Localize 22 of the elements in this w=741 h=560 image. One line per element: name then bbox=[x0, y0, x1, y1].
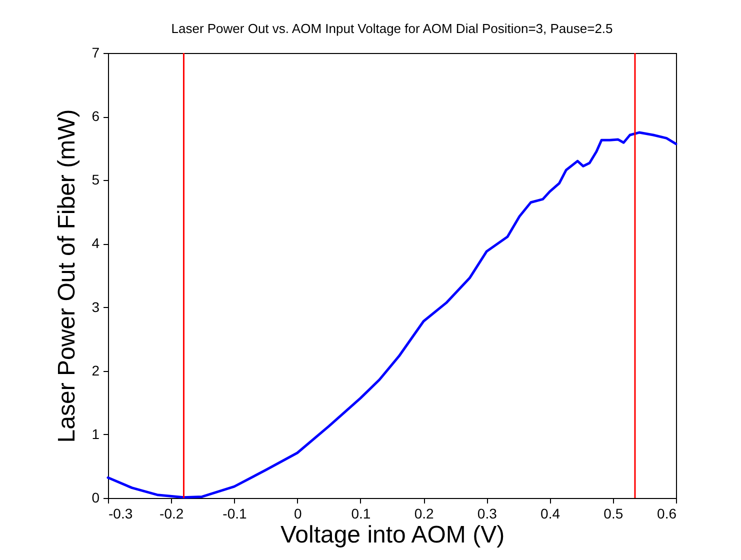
x-axis-title: Voltage into AOM (V) bbox=[280, 522, 505, 548]
y-tick-label: 2 bbox=[92, 362, 100, 378]
y-tick-label: 7 bbox=[92, 44, 100, 60]
x-tick-label: 0.3 bbox=[477, 506, 498, 522]
y-tick-label: 5 bbox=[92, 172, 100, 188]
x-tick-label: 0.1 bbox=[351, 506, 371, 522]
y-axis-title: Laser Power Out of Fiber (mW) bbox=[54, 109, 81, 443]
x-tick-label: 0 bbox=[294, 506, 302, 522]
y-tick-label: 3 bbox=[92, 298, 100, 315]
x-tick-label: 0.2 bbox=[414, 506, 434, 522]
x-tick-label: -0.2 bbox=[160, 506, 184, 522]
y-tick-label: 1 bbox=[92, 426, 100, 442]
x-tick-label: 0.6 bbox=[657, 506, 677, 522]
chart-title: Laser Power Out vs. AOM Input Voltage for AOM Dial Position=3, Pause=2.5 bbox=[171, 21, 613, 36]
x-tick-label: 0.5 bbox=[604, 506, 624, 522]
y-tick-label: 4 bbox=[92, 235, 100, 252]
x-tick-label: 0.4 bbox=[540, 506, 560, 522]
line-series bbox=[106, 131, 678, 499]
x-tick-label: -0.3 bbox=[108, 506, 133, 522]
y-tick-label: 6 bbox=[92, 108, 100, 124]
x-tick-label: -0.1 bbox=[222, 506, 247, 522]
y-tick-label: 0 bbox=[92, 490, 100, 506]
